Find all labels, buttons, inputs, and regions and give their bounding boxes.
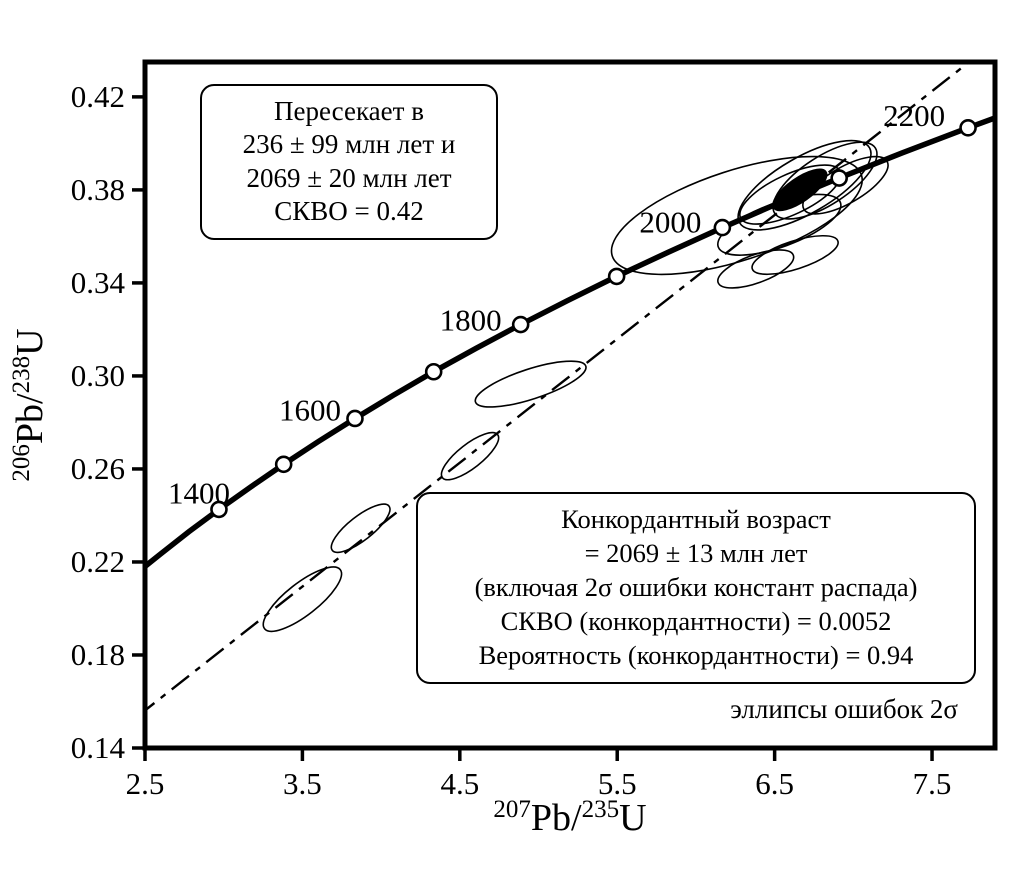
y-tick-label: 0.18 — [71, 637, 125, 672]
x-tick-label: 3.5 — [283, 766, 322, 801]
intercept-annotation-box: Пересекает в 236 ± 99 млн лет и 2069 ± 2… — [200, 84, 498, 240]
concordia-marker-1800 — [511, 315, 530, 334]
age-label-2000: 2000 — [639, 205, 701, 240]
age-label-1400: 1400 — [168, 475, 230, 510]
concordant-line-1: Конкордантный возраст — [561, 504, 831, 534]
x-tick-label: 4.5 — [440, 766, 479, 801]
y-tick-label: 0.30 — [71, 358, 125, 393]
concordant-line-2: = 2069 ± 13 млн лет — [584, 537, 808, 568]
plot-area — [145, 62, 995, 712]
concordia-marker-1900 — [607, 267, 626, 286]
concordia-marker-1600 — [346, 409, 364, 428]
y-tick-label: 0.14 — [71, 730, 126, 765]
intercept-line-4: СКВО = 0.42 — [274, 196, 424, 227]
concordia-curve — [145, 114, 995, 570]
plot-frame — [142, 59, 998, 751]
age-label-2200: 2200 — [883, 98, 945, 133]
concordia-marker-2000 — [713, 218, 732, 237]
concordant-age-annotation-box: Конкордантный возраст = 2069 ± 13 млн ле… — [416, 492, 976, 684]
x-tick-label: 5.5 — [598, 766, 637, 801]
intercept-line-1: Пересекает в — [274, 96, 424, 126]
concordant-line-3: (включая 2σ ошибки констант распада) — [474, 571, 918, 602]
concordia-marker-1500 — [274, 455, 293, 474]
x-axis-title: 207Pb/235U — [493, 796, 646, 839]
y-tick-label: 0.34 — [71, 265, 126, 300]
x-tick-label: 2.5 — [126, 766, 165, 801]
error-ellipse — [330, 503, 391, 554]
error-ellipse — [751, 234, 839, 276]
error-ellipse — [262, 566, 343, 633]
y-axis-title: 206Pb/238U — [8, 328, 51, 481]
x-tick-label: 7.5 — [913, 766, 952, 801]
intercept-line-3: 2069 ± 20 млн лет — [246, 162, 452, 193]
concordia-marker-1700 — [424, 362, 443, 381]
y-tick-label: 0.22 — [71, 544, 125, 579]
concordia-marker-1400 — [210, 500, 228, 519]
error-ellipse-note: эллипсы ошибок 2σ — [730, 694, 958, 724]
concordia-marker-2100 — [830, 169, 848, 187]
age-label-1800: 1800 — [440, 303, 502, 338]
concordant-line-5: Вероятность (конкордантности) = 0.94 — [478, 639, 914, 670]
error-ellipse — [717, 249, 795, 289]
error-ellipse — [474, 360, 587, 408]
intercept-line-2: 236 ± 99 млн лет и — [242, 129, 456, 160]
concordant-line-4: СКВО (конкордантности) = 0.0052 — [500, 605, 892, 636]
y-tick-label: 0.38 — [71, 172, 125, 207]
error-ellipse — [772, 141, 878, 220]
age-label-1600: 1600 — [279, 392, 341, 427]
y-tick-label: 0.42 — [71, 79, 125, 114]
concordia-markers: 1400 1600 1800 2000 2200 — [168, 98, 977, 519]
error-ellipse — [440, 431, 500, 481]
x-tick-label: 6.5 — [755, 766, 794, 801]
concordia-marker-2200 — [959, 119, 977, 137]
y-tick-label: 0.26 — [71, 451, 125, 486]
discordia-line — [145, 62, 972, 712]
